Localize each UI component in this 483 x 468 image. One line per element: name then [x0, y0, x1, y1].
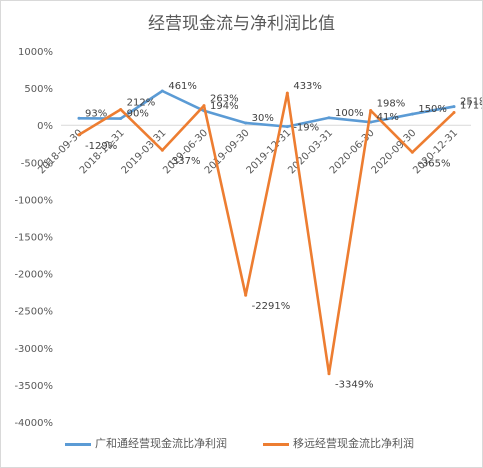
y-tick-label: -1500%	[14, 233, 53, 244]
data-label: -19%	[293, 123, 319, 134]
data-point	[119, 117, 123, 121]
data-point	[77, 116, 81, 120]
y-tick-label: -3000%	[14, 344, 53, 355]
y-tick-label: -3500%	[14, 381, 53, 392]
data-point	[452, 105, 456, 109]
data-label: 100%	[335, 108, 364, 119]
data-label: 198%	[377, 99, 406, 110]
data-label: 90%	[127, 109, 149, 120]
data-label: -2291%	[252, 301, 291, 312]
data-label: 194%	[210, 101, 239, 112]
y-tick-label: -2000%	[14, 270, 53, 281]
y-tick-label: -1000%	[14, 195, 53, 206]
y-tick-label: -4000%	[14, 418, 53, 429]
y-tick-label: 500%	[24, 84, 53, 95]
legend-label-yiyuan: 移远经营现金流比净利润	[293, 437, 414, 450]
legend-item-guanghetong: 广和通经营现金流比净利润	[65, 435, 227, 451]
data-point	[452, 111, 456, 115]
data-label: 150%	[418, 104, 447, 115]
chart-legend: 广和通经营现金流比净利润 移远经营现金流比净利润	[1, 431, 482, 455]
legend-item-yiyuan: 移远经营现金流比净利润	[263, 435, 414, 451]
data-point	[327, 372, 331, 376]
data-label: 41%	[377, 112, 399, 123]
data-point	[160, 89, 164, 93]
y-tick-label: 0%	[37, 121, 53, 132]
chart-title: 经营现金流与净利润比值	[148, 14, 335, 34]
data-point	[327, 116, 331, 120]
data-point	[77, 133, 81, 137]
data-label: -337%	[168, 156, 200, 167]
data-label: -3349%	[335, 380, 374, 391]
data-point	[244, 293, 248, 297]
data-point	[244, 121, 248, 125]
data-point	[119, 107, 123, 111]
data-label: 30%	[252, 113, 274, 124]
data-label: 93%	[85, 108, 107, 119]
data-point	[410, 150, 414, 154]
legend-swatch-yiyuan	[263, 442, 289, 446]
data-label: -129%	[85, 141, 117, 152]
data-point	[160, 148, 164, 152]
data-point	[285, 125, 289, 129]
y-tick-label: -2500%	[14, 307, 53, 318]
data-label: 433%	[293, 81, 322, 92]
legend-swatch-guanghetong	[65, 442, 91, 446]
data-point	[285, 91, 289, 95]
data-label: 212%	[127, 97, 156, 108]
data-point	[369, 109, 373, 113]
data-label: 263%	[210, 94, 239, 105]
chart-plot: 1000% 500% 0% -500% -1000% -1500% -2000% -2500%…	[14, 47, 482, 429]
y-tick-label: -500%	[21, 158, 53, 169]
data-point	[410, 112, 414, 116]
data-label: -365%	[418, 158, 450, 169]
data-label: 461%	[168, 81, 197, 92]
y-tick-label: 1000%	[18, 47, 53, 58]
data-label: 171%	[460, 101, 482, 112]
series-line-1	[77, 91, 456, 375]
series-line-0	[77, 89, 456, 128]
legend-label-guanghetong: 广和通经营现金流比净利润	[95, 437, 227, 450]
data-label: 251%	[460, 97, 482, 108]
data-point	[202, 104, 206, 108]
